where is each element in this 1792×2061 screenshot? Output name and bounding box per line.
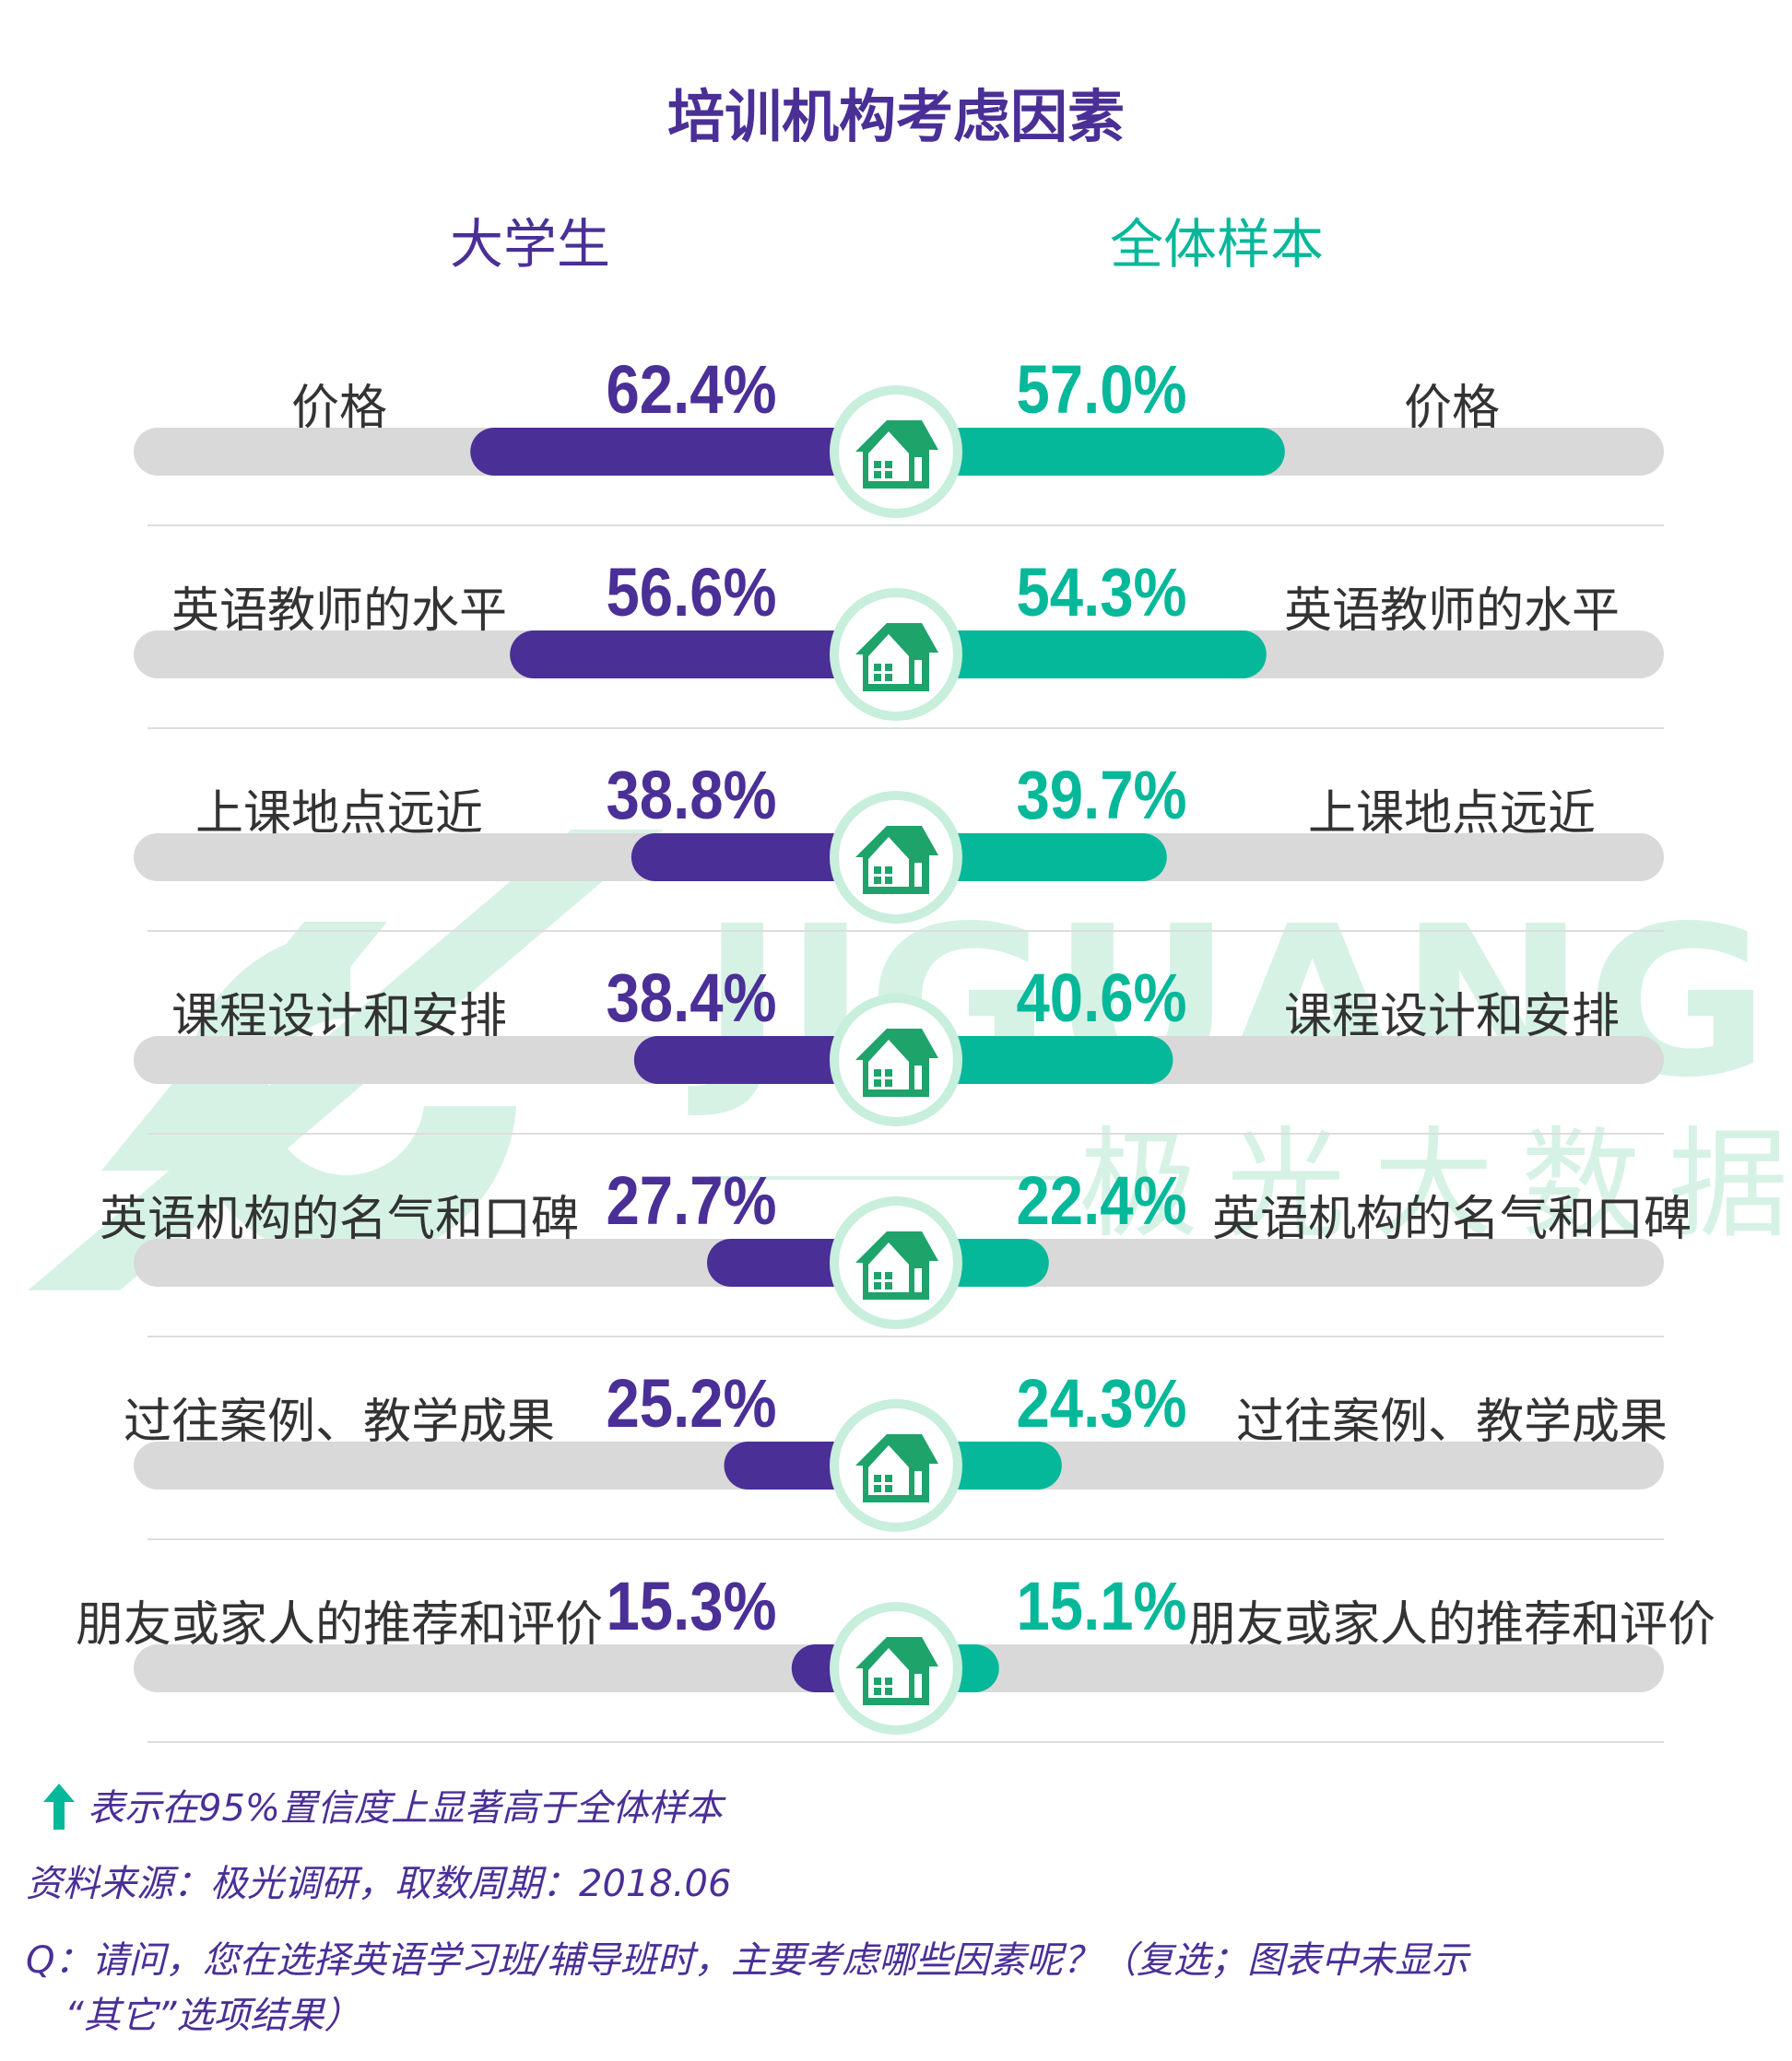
question-note-line1: Q：请问，您在选择英语学习班/辅导班时，主要考虑哪些因素呢？（复选；图表中未显示	[26, 1939, 1471, 1982]
category-label-right: 价格	[1404, 381, 1500, 436]
category-label-left: 过往案例、教学成果	[124, 1395, 555, 1450]
house-icon	[855, 826, 938, 894]
bar-right	[868, 428, 1285, 476]
house-icon	[855, 1231, 938, 1300]
category-label-left: 上课地点远近	[195, 786, 483, 842]
chart-row: 25.2% 24.3% 过往案例、教学成果 过往案例、教学成果	[124, 1365, 1668, 1540]
value-label-left: 38.8%	[607, 757, 777, 833]
category-label-left: 朋友或家人的推荐和评价	[76, 1597, 603, 1653]
value-label-right: 40.6%	[1017, 960, 1187, 1036]
value-label-left: 62.4%	[607, 351, 777, 428]
category-label-right: 朋友或家人的推荐和评价	[1188, 1597, 1715, 1653]
chart-row: 38.8% 39.7% 上课地点远近 上课地点远近	[134, 757, 1664, 932]
value-label-left: 56.6%	[607, 554, 777, 630]
value-label-left: 15.3%	[607, 1568, 777, 1644]
value-label-right: 24.3%	[1017, 1365, 1187, 1442]
value-label-left: 27.7%	[607, 1162, 777, 1239]
value-label-right: 15.1%	[1017, 1568, 1187, 1644]
value-label-right: 22.4%	[1017, 1162, 1187, 1239]
up-arrow-icon	[43, 1784, 75, 1830]
house-icon	[855, 420, 938, 489]
series-left-name: 大学生	[450, 213, 610, 276]
category-label-left: 课程设计和安排	[171, 989, 507, 1044]
bar-right	[868, 630, 1267, 678]
chart-title: 培训机构考虑因素	[667, 83, 1125, 150]
value-label-right: 54.3%	[1017, 554, 1187, 630]
chart-rows: 62.4% 57.0% 价格 价格 56.6% 54.3% 英语教师的水平 英语教师的水平 38…	[76, 351, 1715, 1743]
significance-note: 表示在95%置信度上显著高于全体样本	[88, 1787, 726, 1830]
chart-row: 38.4% 40.6% 课程设计和安排 课程设计和安排	[134, 960, 1664, 1135]
value-label-right: 57.0%	[1017, 351, 1187, 428]
category-label-right: 英语教师的水平	[1284, 583, 1620, 639]
chart-row: 15.3% 15.1%朋友或家人的推荐和评价 朋友或家人的推荐和评价	[76, 1568, 1715, 1743]
value-label-right: 39.7%	[1017, 757, 1187, 833]
chart-row: 27.7% 22.4% 英语机构的名气和口碑 英语机构的名气和口碑	[100, 1162, 1692, 1337]
category-label-left: 价格	[291, 381, 387, 436]
house-icon	[855, 623, 938, 691]
bar-left	[470, 428, 924, 476]
value-label-left: 38.4%	[607, 960, 777, 1036]
category-label-right: 英语机构的名气和口碑	[1212, 1192, 1692, 1247]
value-label-left: 25.2%	[607, 1365, 777, 1442]
series-right-name: 全体样本	[1110, 213, 1324, 276]
watermark-subtext: 极光大数据	[1079, 1114, 1792, 1254]
category-label-right: 过往案例、教学成果	[1236, 1395, 1668, 1450]
chart-row: 56.6% 54.3% 英语教师的水平 英语教师的水平	[134, 554, 1664, 729]
category-label-right: 课程设计和安排	[1284, 989, 1620, 1044]
question-note-line2: “其它”选项结果）	[65, 1995, 360, 2037]
house-icon	[855, 1029, 938, 1097]
category-label-left: 英语教师的水平	[171, 583, 507, 639]
chart-row: 62.4% 57.0% 价格 价格	[134, 351, 1664, 526]
category-label-left: 英语机构的名气和口碑	[100, 1192, 579, 1247]
house-icon	[855, 1637, 938, 1705]
house-icon	[855, 1434, 938, 1502]
source-note: 资料来源：极光调研，取数周期：2018.06	[26, 1863, 731, 1905]
category-label-right: 上课地点远近	[1308, 786, 1596, 842]
bar-left	[510, 630, 924, 678]
